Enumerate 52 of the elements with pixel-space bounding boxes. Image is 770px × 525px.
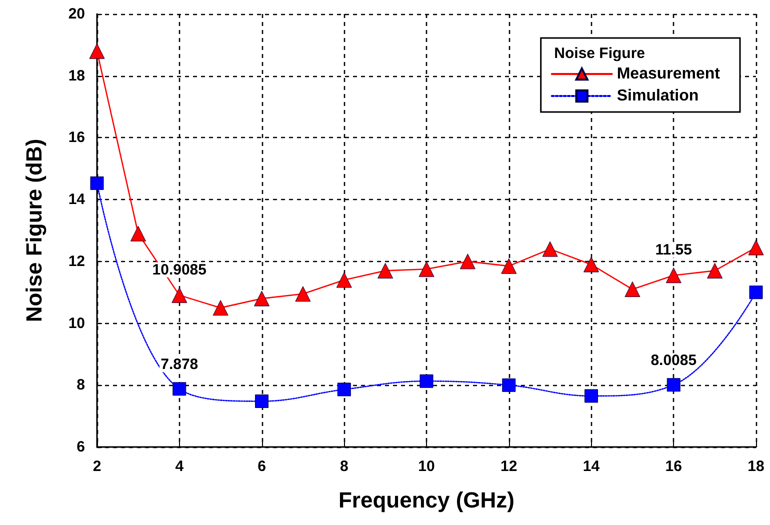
x-axis-title: Frequency (GHz) xyxy=(338,488,515,512)
point xyxy=(420,374,434,388)
point xyxy=(172,287,188,303)
x-tick-label: 18 xyxy=(748,458,764,475)
y-axis-title: Noise Figure (dB) xyxy=(22,138,46,322)
y-tick-label: 10 xyxy=(68,314,85,332)
y-tick-label: 12 xyxy=(68,252,85,270)
data-label: 10.9085 xyxy=(152,261,206,278)
x-tick-label: 10 xyxy=(418,458,435,475)
y-tick-label: 18 xyxy=(68,67,85,84)
x-tick-label: 16 xyxy=(665,458,682,475)
data-label: 8.0085 xyxy=(650,352,697,370)
y-tick-label: 8 xyxy=(76,376,85,394)
point xyxy=(255,394,268,408)
point xyxy=(584,389,598,403)
point xyxy=(418,261,434,277)
point xyxy=(666,268,682,284)
point xyxy=(130,226,146,242)
point xyxy=(501,258,517,274)
point xyxy=(295,286,311,302)
point xyxy=(378,262,394,278)
x-tick-label: 8 xyxy=(340,458,348,475)
y-tick-label: 14 xyxy=(68,191,86,208)
point xyxy=(624,282,640,298)
legend-label: Simulation xyxy=(616,88,699,104)
point xyxy=(212,300,228,316)
point xyxy=(460,254,476,270)
point xyxy=(90,176,104,190)
data-label: 7.878 xyxy=(160,356,198,374)
x-tick-label: 4 xyxy=(175,458,184,475)
data-label: 11.55 xyxy=(655,242,692,259)
point xyxy=(502,378,516,392)
point xyxy=(542,241,558,257)
x-tick-label: 2 xyxy=(92,458,102,475)
point xyxy=(254,290,270,306)
point xyxy=(89,43,105,59)
legend-label: Measurement xyxy=(616,66,721,82)
x-tick-label: 14 xyxy=(582,458,600,475)
y-tick-label: 6 xyxy=(76,438,85,456)
legend-title: Noise Figure xyxy=(554,45,646,62)
y-tick-label: 16 xyxy=(68,129,85,146)
point xyxy=(336,272,352,288)
point xyxy=(707,262,723,278)
y-tick-label: 20 xyxy=(68,6,85,22)
point xyxy=(337,382,351,396)
x-tick-label: 12 xyxy=(500,458,518,475)
point xyxy=(748,240,764,256)
point xyxy=(749,286,763,300)
point xyxy=(666,378,680,392)
x-tick-label: 6 xyxy=(258,458,266,475)
point xyxy=(584,256,599,272)
point xyxy=(172,382,186,396)
